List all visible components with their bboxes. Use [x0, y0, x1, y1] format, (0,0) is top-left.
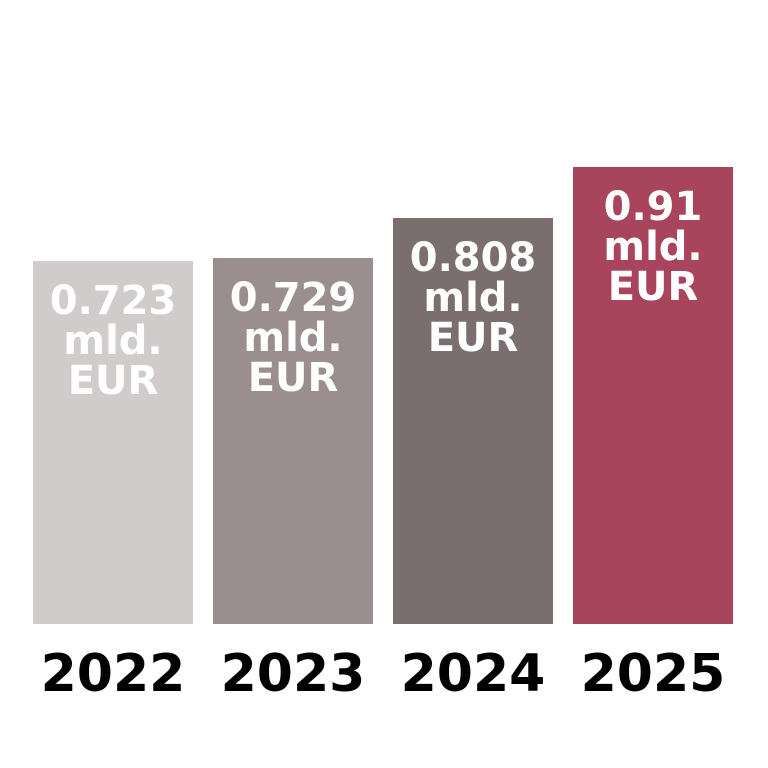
x-tick-label: 2022: [40, 644, 186, 704]
bar: [393, 218, 553, 624]
bar: [33, 260, 193, 624]
bar: [573, 167, 733, 624]
value-label: 0.723 mld. EUR: [49, 277, 177, 404]
bar: [213, 257, 373, 624]
x-tick-label: 2024: [400, 644, 546, 704]
value-label: 0.729 mld. EUR: [229, 274, 357, 401]
value-label: 0.808 mld. EUR: [409, 235, 537, 362]
x-tick-label: 2025: [580, 644, 726, 704]
x-tick-label: 2023: [220, 644, 366, 704]
value-label: 0.91 mld. EUR: [603, 184, 703, 310]
